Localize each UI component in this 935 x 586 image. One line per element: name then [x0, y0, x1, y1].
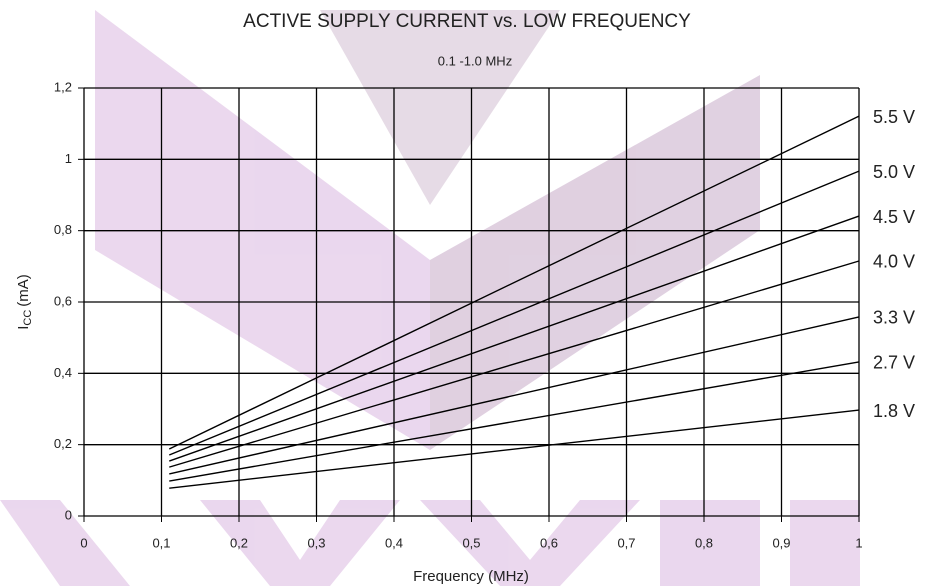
- x-tick-label: 0,4: [385, 535, 403, 550]
- y-label-main: I: [15, 326, 32, 330]
- series-line: [169, 361, 860, 482]
- series-label: 4.0 V: [873, 252, 915, 272]
- x-tick-label: 0,3: [307, 535, 325, 550]
- y-tick-label: 1: [65, 151, 72, 166]
- y-tick-label: 0,4: [54, 365, 72, 380]
- x-tick-label: 0,9: [772, 535, 790, 550]
- x-tick-label: 0,8: [695, 535, 713, 550]
- series-label: 2.7 V: [873, 353, 915, 373]
- x-axis-label: Frequency (MHz): [413, 568, 529, 585]
- series-line: [168, 115, 860, 450]
- series-line: [168, 170, 860, 456]
- y-tick-label: 0,8: [54, 222, 72, 237]
- series-label: 1.8 V: [873, 401, 915, 421]
- y-tick-label: 1,2: [54, 79, 72, 94]
- x-tick-label: 0,5: [462, 535, 480, 550]
- series-line: [169, 260, 860, 468]
- chart-title: ACTIVE SUPPLY CURRENT vs. LOW FREQUENCY: [243, 11, 691, 32]
- x-tick-label: 0,2: [230, 535, 248, 550]
- y-axis-label: ICC (mA): [15, 274, 34, 330]
- series-label: 5.5 V: [873, 107, 915, 127]
- series-line: [169, 316, 860, 475]
- series-label: 4.5 V: [873, 207, 915, 227]
- y-tick-label: 0,6: [54, 293, 72, 308]
- watermark: [0, 10, 860, 586]
- y-tick-label: 0: [65, 507, 72, 522]
- chart-subtitle: 0.1 -1.0 MHz: [438, 53, 512, 68]
- series-label: 5.0 V: [873, 162, 915, 182]
- y-tick-label: 0,2: [54, 436, 72, 451]
- x-tick-label: 0,1: [152, 535, 170, 550]
- x-tick-label: 0: [80, 535, 87, 550]
- x-tick-label: 0,6: [540, 535, 558, 550]
- series-line: [169, 215, 860, 462]
- series-line: [169, 409, 860, 489]
- x-tick-label: 1: [855, 535, 862, 550]
- x-tick-label: 0,7: [617, 535, 635, 550]
- series-label: 3.3 V: [873, 308, 915, 328]
- y-label-unit: (mA): [15, 274, 32, 307]
- y-label-sub: CC: [22, 310, 34, 326]
